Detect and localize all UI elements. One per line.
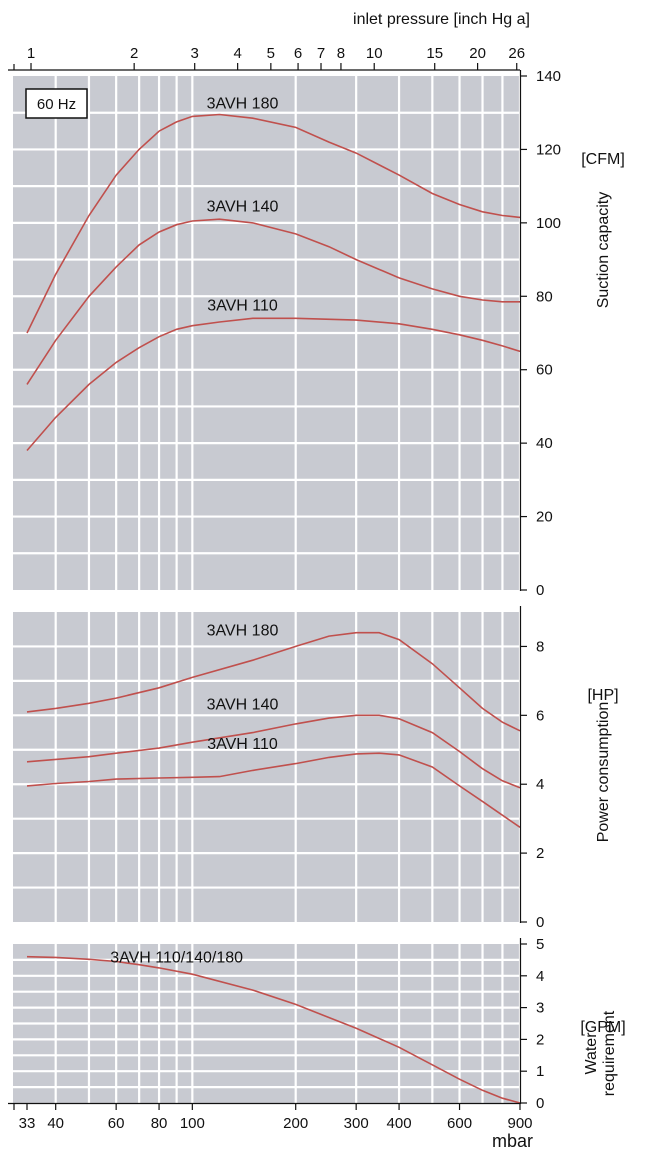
bottom-tick-label: 80	[151, 1115, 168, 1132]
y-tick-label: 2	[536, 1031, 544, 1048]
frequency-badge-box	[25, 88, 88, 119]
y-tick-label: 3	[536, 1000, 544, 1017]
bottom-axis-unit: mbar	[492, 1131, 533, 1151]
top-axis-title: inlet pressure [inch Hg a]	[353, 11, 530, 28]
y-tick-label: 1	[536, 1063, 544, 1080]
top-tick-label: 1	[27, 45, 35, 62]
power-unit-label: [HP]	[587, 687, 618, 704]
bottom-tick-label: 900	[507, 1115, 532, 1132]
series-label: 3AVH 110	[207, 736, 278, 753]
y-tick-label: 2	[536, 845, 544, 862]
top-tick-label: 4	[233, 45, 241, 62]
water-axis-title-line1: Water	[583, 1032, 600, 1075]
series-line-3avh-110-140-180	[26, 955, 521, 1104]
suction-unit-label: [CFM]	[581, 151, 625, 168]
top-tick-label: 2	[130, 45, 138, 62]
top-tick-label: 6	[294, 45, 302, 62]
water-panel: 3AVH 110/140/180	[13, 944, 522, 1104]
series-label: 3AVH 180	[207, 623, 279, 640]
water-axis-title-line2: requirement	[601, 1010, 618, 1096]
series-label: 3AVH 110/140/180	[110, 949, 243, 966]
top-tick-label: 26	[508, 45, 525, 62]
power-panel-background	[13, 612, 520, 922]
y-tick-label: 8	[536, 638, 544, 655]
top-tick-label: 7	[317, 45, 325, 62]
y-tick-label: 140	[536, 68, 561, 85]
top-tick-label: 5	[267, 45, 275, 62]
y-tick-label: 120	[536, 141, 561, 158]
bottom-tick-label: 100	[180, 1115, 205, 1132]
series-label: 3AVH 110	[207, 298, 278, 315]
top-tick-label: 10	[366, 45, 383, 62]
bottom-tick-label: 300	[344, 1115, 369, 1132]
y-tick-label: 0	[536, 914, 544, 931]
bottom-tick-label: 60	[108, 1115, 125, 1132]
suction-panel: 3AVH 180 3AVH 140 3AVH 110	[13, 76, 522, 590]
series-line-3avh-140	[26, 218, 520, 385]
y-tick-label: 4	[536, 968, 544, 985]
series-line-3avh-110	[26, 752, 521, 828]
series-line-3avh-180	[26, 113, 521, 334]
bottom-tick-label: 33	[19, 1115, 36, 1132]
water-unit-label: [GPM]	[580, 1019, 625, 1036]
y-tick-label: 80	[536, 288, 553, 305]
series-label: 3AVH 180	[207, 96, 279, 113]
y-tick-label: 0	[536, 582, 544, 599]
top-tick-label: 20	[469, 45, 486, 62]
series-label: 3AVH 140	[207, 697, 279, 714]
y-tick-label: 20	[536, 509, 553, 526]
y-tick-label: 6	[536, 707, 544, 724]
bottom-tick-label: 200	[283, 1115, 308, 1132]
bottom-tick-label: 400	[387, 1115, 412, 1132]
series-label: 3AVH 140	[207, 199, 279, 216]
series-line-3avh-140	[26, 714, 521, 789]
y-tick-label: 0	[536, 1095, 544, 1112]
bottom-tick-label: 40	[47, 1115, 64, 1132]
frequency-badge-label: 60 Hz	[37, 96, 76, 113]
panels-layer: 3AVH 180 3AVH 140 3AVH 110 3AVH 180 3AVH 140…	[13, 76, 522, 1104]
y-tick-label: 100	[536, 215, 561, 232]
series-line-3avh-180	[26, 631, 521, 732]
suction-axis-title: Suction capacity	[595, 192, 612, 309]
y-tick-label: 4	[536, 776, 544, 793]
frequency-badge: 60 Hz	[25, 88, 88, 119]
series-line-3avh-110	[26, 317, 521, 452]
bottom-tick-label: 600	[447, 1115, 472, 1132]
y-tick-label: 5	[536, 936, 544, 953]
power-axis-title: Power consumption	[595, 702, 612, 843]
power-panel: 3AVH 180 3AVH 140 3AVH 110	[13, 612, 522, 922]
top-tick-label: 15	[426, 45, 443, 62]
top-tick-label: 8	[337, 45, 345, 62]
top-tick-label: 3	[191, 45, 199, 62]
y-tick-label: 40	[536, 435, 553, 452]
y-tick-label: 60	[536, 362, 553, 379]
